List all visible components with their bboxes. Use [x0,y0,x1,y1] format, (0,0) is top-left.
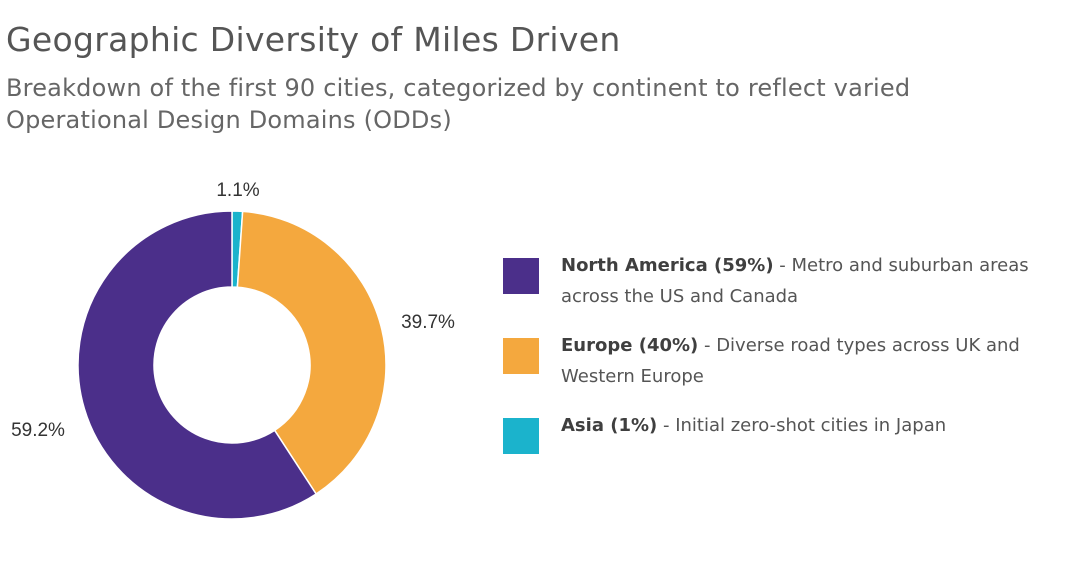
legend-swatch-north-america [503,258,539,294]
donut-slice-europe [236,210,387,496]
legend-description: - Initial zero-shot cities in Japan [657,415,947,436]
legend-description: - Metro and suburban areas across the US… [561,255,1029,307]
legend-item-europe: Europe (40%) - Diverse road types across… [503,330,1063,392]
legend-label: Europe (40%) [561,335,699,356]
slice-label-north-america: 59.2% [11,420,65,441]
legend-description: - Diverse road types across UK and Weste… [561,335,1020,387]
legend-swatch-europe [503,338,539,374]
donut-slice-north-america [77,210,318,520]
donut-slices [77,210,387,520]
legend-swatch-asia [503,418,539,454]
chart-legend: North America (59%) - Metro and suburban… [503,250,1063,454]
legend-item-north-america: North America (59%) - Metro and suburban… [503,250,1063,312]
slice-label-europe: 39.7% [401,312,455,333]
legend-item-asia: Asia (1%) - Initial zero-shot cities in … [503,410,1063,454]
chart-subtitle: Breakdown of the first 90 cities, catego… [6,74,911,134]
legend-label: North America (59%) [561,255,774,276]
legend-label: Asia (1%) [561,415,658,436]
chart-title: Geographic Diversity of Miles Driven [6,20,621,59]
slice-labels: 1.1% 39.7% 59.2% [11,180,455,441]
slice-label-asia: 1.1% [216,180,259,201]
